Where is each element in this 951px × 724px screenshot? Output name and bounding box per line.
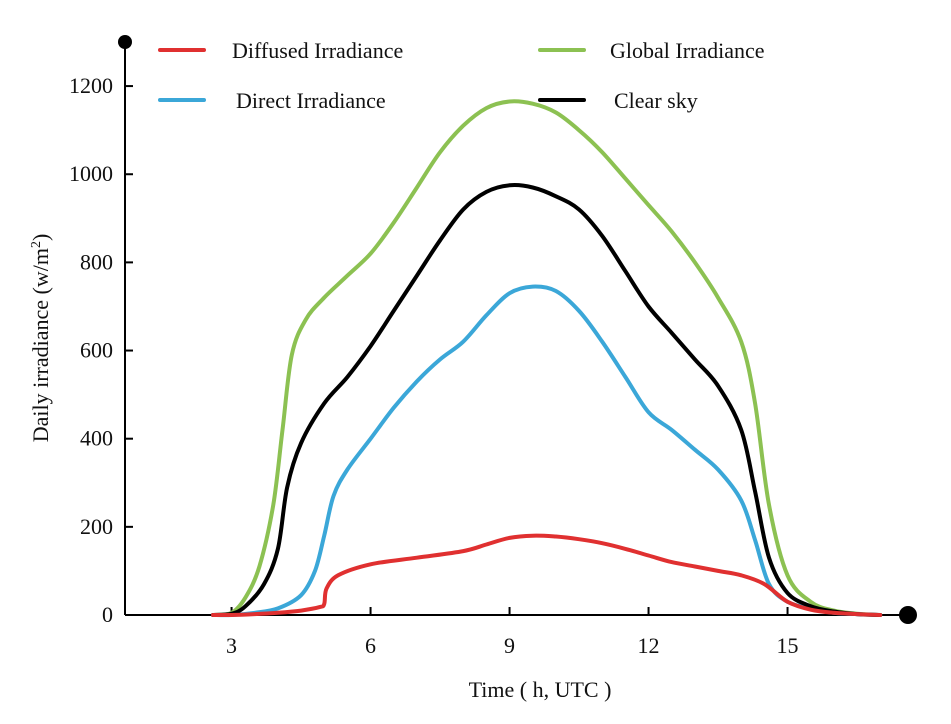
y-tick-label: 1200 — [69, 73, 113, 98]
x-tick-label: 6 — [365, 633, 376, 658]
x-axis-end-dot — [899, 606, 917, 624]
y-axis-title-main: Daily irradiance (w/m — [28, 248, 53, 442]
y-ticks: 0 200 400 600 800 1000 1200 — [69, 73, 133, 627]
y-tick-label: 400 — [80, 426, 113, 451]
y-axis-title-close: ) — [28, 234, 53, 241]
series-line-direct-irradiance — [211, 284, 883, 618]
y-axis-title: Daily irradiance (w/m2) — [28, 234, 53, 443]
series-line-diffused-irradiance — [211, 533, 883, 618]
series-line-global-irradiance — [211, 99, 883, 617]
y-axis-end-dot — [118, 35, 132, 49]
y-tick-label: 600 — [80, 338, 113, 363]
x-tick-label: 3 — [226, 633, 237, 658]
series-lines — [211, 99, 883, 618]
y-axis-title-superscript: 2 — [29, 241, 44, 248]
y-tick-label: 200 — [80, 514, 113, 539]
legend: Diffused Irradiance Global Irradiance Dire… — [158, 38, 765, 113]
y-tick-label: 0 — [102, 602, 113, 627]
series-line-clear-sky — [211, 183, 883, 617]
x-tick-label: 9 — [504, 633, 515, 658]
legend-label-global-irradiance: Global Irradiance — [610, 38, 765, 63]
legend-label-direct-irradiance: Direct Irradiance — [236, 88, 386, 113]
x-tick-label: 15 — [777, 633, 799, 658]
x-axis-title: Time ( h, UTC ) — [469, 677, 612, 702]
legend-label-diffused-irradiance: Diffused Irradiance — [232, 38, 403, 63]
y-tick-label: 1000 — [69, 161, 113, 186]
legend-label-clear-sky: Clear sky — [614, 88, 698, 113]
x-tick-label: 12 — [638, 633, 660, 658]
y-tick-label: 800 — [80, 249, 113, 274]
